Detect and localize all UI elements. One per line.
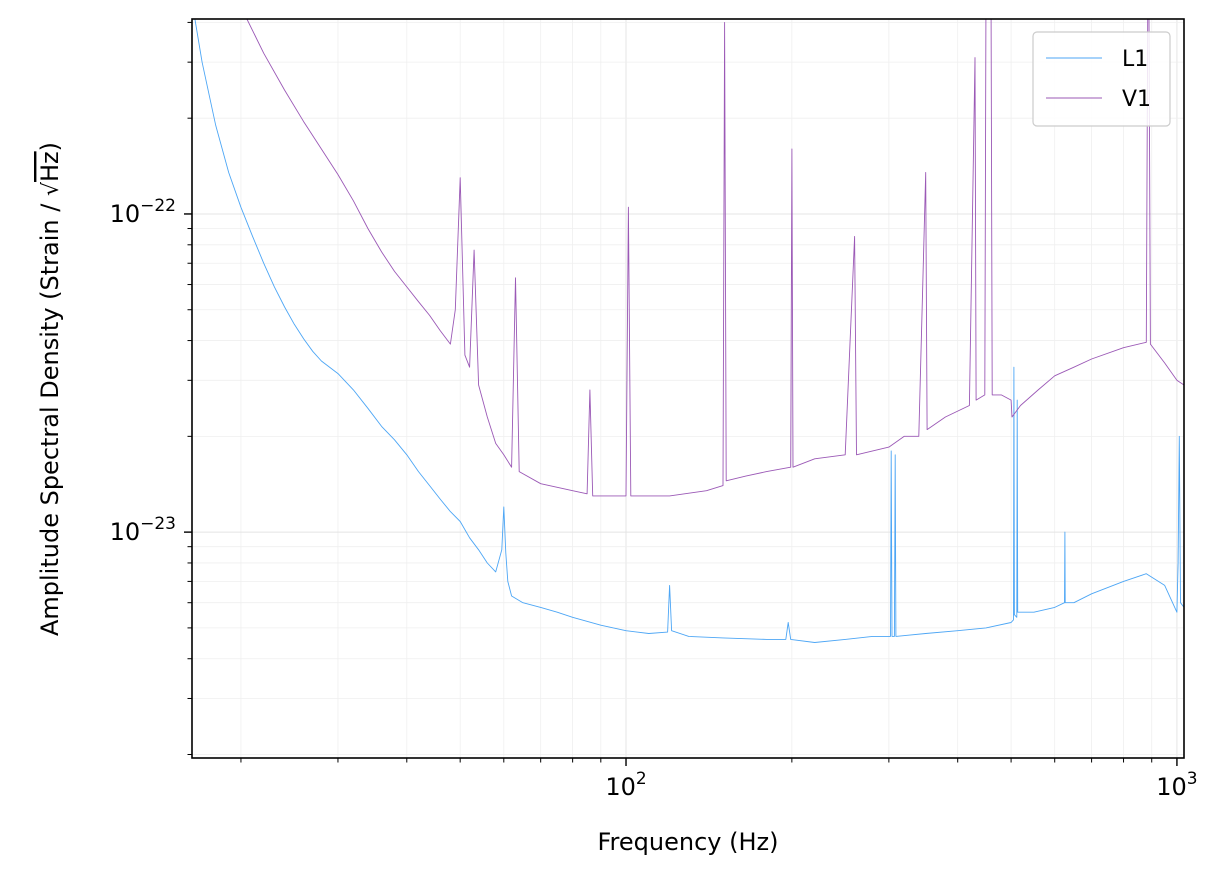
series-line-l1 [194, 19, 1184, 643]
y-tick-label: 10−23 [110, 514, 176, 546]
y-axis-label-close: ) [36, 142, 64, 151]
plot-frame [191, 18, 1185, 759]
series-line-v1 [246, 19, 1184, 497]
legend-label-v1: V1 [1122, 87, 1151, 112]
axis-ticks: 102 103 10−23 10−22 [110, 21, 1198, 801]
x-axis-label: Frequency (Hz) [598, 828, 779, 856]
x-tick-label: 102 [605, 769, 646, 801]
legend-label-l1: L1 [1122, 47, 1148, 72]
y-axis-label: Amplitude Spectral Density (Strain / √Hz… [36, 142, 64, 636]
y-axis-label-main: Amplitude Spectral Density (Strain / [36, 196, 64, 636]
y-tick-label: 10−22 [110, 196, 176, 228]
grid [192, 19, 1184, 758]
legend-box [1032, 31, 1171, 127]
sqrt-symbol: √ [39, 181, 64, 196]
series-layer [194, 19, 1184, 643]
x-tick-label: 103 [1156, 769, 1197, 801]
svg-text:Amplitude Spectral Density (St: Amplitude Spectral Density (Strain / √Hz… [36, 142, 64, 636]
legend: L1 V1 [1032, 31, 1171, 127]
y-axis-label-sqrt: Hz [36, 151, 64, 182]
